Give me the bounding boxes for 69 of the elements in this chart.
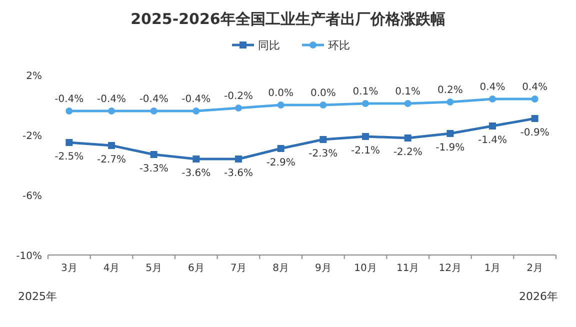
- data-label: -2.5%: [54, 152, 84, 162]
- chart-title: 2025-2026年全国工业生产者出厂价格涨跌幅: [130, 10, 446, 28]
- point: [235, 156, 242, 162]
- point: [446, 98, 454, 106]
- data-label: -2.3%: [308, 148, 338, 160]
- point: [404, 100, 412, 107]
- point: [108, 108, 115, 114]
- point: [489, 96, 496, 102]
- data-label: -2.1%: [350, 146, 380, 156]
- data-label: -1.9%: [436, 142, 465, 154]
- point: [320, 136, 327, 143]
- point: [362, 100, 369, 107]
- point: [192, 156, 200, 162]
- data-label: 0.4%: [522, 82, 548, 93]
- x-tick-label: 2月: [526, 263, 544, 274]
- data-label: 0.0%: [268, 88, 294, 99]
- data-label: -2.7%: [96, 154, 126, 166]
- data-label: -3.6%: [182, 168, 211, 179]
- x-tick-label: 6月: [188, 263, 204, 274]
- data-label: -3.3%: [139, 164, 168, 174]
- y-tick-label: -10%: [16, 251, 42, 262]
- text: 2025年: [18, 290, 57, 303]
- data-label: -0.4%: [182, 94, 211, 105]
- data-label: 0.1%: [395, 86, 421, 98]
- point: [277, 102, 284, 108]
- x-tick-label: 5月: [146, 263, 162, 274]
- data-label: 0.0%: [310, 88, 336, 99]
- data-label: 0.4%: [480, 82, 506, 93]
- point: [66, 108, 73, 114]
- data-label: -1.4%: [478, 135, 508, 146]
- point: [150, 151, 158, 158]
- x-tick-label: 8月: [272, 263, 290, 274]
- data-label: -0.4%: [139, 94, 168, 105]
- data-label: -2.2%: [393, 147, 422, 158]
- data-label: -3.6%: [224, 168, 254, 179]
- data-label: 0.2%: [437, 85, 463, 96]
- x-tick-label: 1月: [484, 263, 501, 274]
- x-tick-label: 7月: [230, 263, 247, 274]
- data-label: -0.9%: [520, 128, 550, 138]
- point: [108, 142, 115, 149]
- point: [320, 102, 327, 108]
- data-label: 0.1%: [352, 86, 378, 98]
- text: 2026年: [519, 290, 558, 303]
- point: [150, 108, 158, 114]
- data-label: -0.4%: [54, 94, 84, 105]
- y-tick-label: -2%: [22, 131, 42, 142]
- x-tick-label: 11月: [396, 263, 420, 274]
- legend-label: 环比: [328, 39, 350, 52]
- legend-label: 同比: [258, 39, 280, 52]
- point: [66, 139, 73, 146]
- x-tick-label: 12月: [438, 263, 462, 274]
- x-tick-label: 9月: [314, 263, 332, 274]
- point: [489, 122, 496, 130]
- x-tick-label: 10月: [354, 263, 377, 274]
- point: [531, 96, 538, 102]
- x-tick-label: 3月: [60, 263, 78, 274]
- y-tick-label: -6%: [22, 191, 42, 202]
- data-label: -0.4%: [96, 94, 126, 105]
- x-tick-label: 4月: [103, 263, 120, 274]
- y-tick-label: 2%: [26, 71, 42, 82]
- point: [404, 134, 412, 142]
- point: [446, 130, 454, 137]
- point: [235, 104, 242, 112]
- point: [277, 145, 284, 152]
- point: [531, 115, 538, 122]
- point: [362, 133, 369, 140]
- data-label: -0.2%: [224, 91, 254, 102]
- point: [192, 108, 200, 114]
- data-label: -2.9%: [266, 158, 296, 168]
